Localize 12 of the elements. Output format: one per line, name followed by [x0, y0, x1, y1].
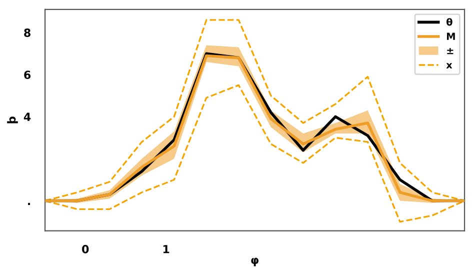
- y-tick-label: .: [28, 202, 30, 206]
- y-tick-label: 6: [24, 70, 31, 80]
- x-tick-label: 1: [163, 245, 170, 254]
- legend-label: M: [446, 32, 455, 40]
- y-tick-label: 8: [24, 28, 30, 37]
- x-axis-title: φ: [251, 258, 258, 266]
- annotation: ±: [447, 48, 454, 54]
- legend-label: x: [446, 63, 452, 68]
- y-axis-title: þ: [7, 116, 18, 124]
- x-tick-label: 0: [82, 244, 89, 254]
- legend-label: θ: [446, 18, 452, 26]
- y-tick-label: 4: [24, 112, 31, 121]
